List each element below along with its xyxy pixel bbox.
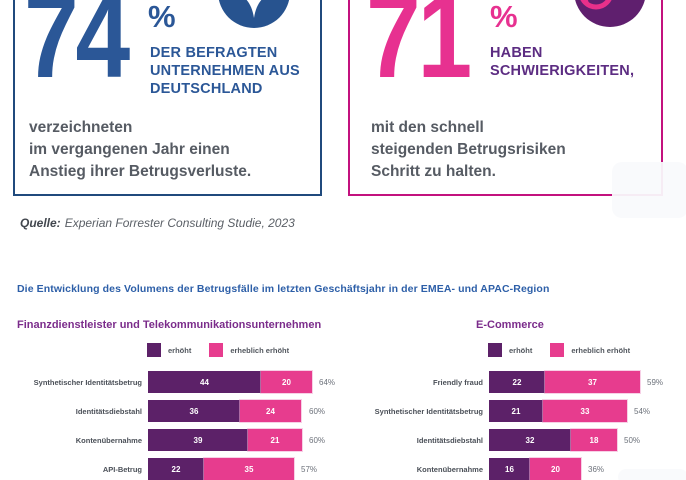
stat-body-difficulties: mit den schnell steigenden Betrugsrisike… [371, 119, 566, 180]
bar-total-label: 54% [634, 406, 651, 416]
bar-row: Identitätsdiebstahl 32 18 50% [345, 428, 686, 452]
stat-unit-difficulties: % [490, 0, 518, 34]
bar-total-label: 60% [309, 406, 326, 416]
bar-segment-erhoeht: 16 [489, 458, 530, 480]
bar-segment-erheblich-erhoeht: 21 [247, 428, 303, 452]
bar-segment-erhoeht: 44 [148, 371, 261, 393]
legend-item: erheblich erhöht [550, 343, 630, 357]
bar-total-label: 59% [647, 377, 664, 387]
bar-row: Synthetischer Identitätsbetrug 21 33 54% [345, 399, 686, 423]
stat-value-germany: 74 [24, 0, 130, 103]
legend-label: erheblich erhöht [571, 345, 631, 355]
floating-widget-ghost[interactable] [618, 469, 686, 480]
bar-track: 32 18 [489, 428, 618, 452]
bar-segment-erhoeht: 32 [489, 429, 571, 451]
legend-swatch-icon [147, 343, 161, 357]
bar-segment-erheblich-erhoeht: 37 [544, 370, 641, 394]
bar-category-label: Kontenübernahme [416, 464, 483, 474]
bar-row: API-Betrug 22 35 57% [0, 457, 345, 480]
bar-category-label: Identitätsdiebstahl [416, 435, 483, 445]
bar-track: 22 37 [489, 370, 641, 394]
legend-swatch-icon [550, 343, 565, 357]
stat-unit-germany: % [148, 0, 176, 34]
bar-segment-erheblich-erhoeht: 20 [260, 370, 313, 394]
stat-card-germany [13, 0, 322, 196]
bar-track: 44 20 [148, 370, 313, 394]
bar-track: 39 21 [148, 428, 303, 452]
source-line: Quelle: Experian Forrester Consulting Stu… [20, 216, 295, 230]
bar-row: Kontenübernahme 16 20 36% [345, 457, 686, 480]
bar-category-label: Kontenübernahme [75, 435, 142, 445]
bar-total-label: 36% [588, 464, 605, 474]
chart-finance-telecom: Finanzdienstleister und Telekommunikatio… [0, 315, 345, 480]
bar-total-label: 60% [309, 435, 326, 445]
bar-segment-erhoeht: 21 [489, 400, 543, 422]
legend-item: erheblich erhöht [209, 343, 289, 357]
chart-legend: erhöht erheblich erhöht [147, 343, 307, 357]
bar-row: Friendly fraud 22 37 59% [345, 370, 686, 394]
source-label: Quelle: [20, 216, 61, 230]
bar-segment-erhoeht: 36 [148, 400, 240, 422]
bar-segment-erhoeht: 22 [148, 458, 204, 480]
legend-label: erhöht [168, 345, 192, 355]
bar-row: Identitätsdiebstahl 36 24 60% [0, 399, 345, 423]
bar-segment-erheblich-erhoeht: 24 [239, 399, 302, 423]
chart-ecommerce: E-Commerce erhöht erheblich erhöht Friendl… [345, 315, 686, 480]
chart-title: Finanzdienstleister und Telekommunikatio… [17, 319, 322, 331]
source-text: Experian Forrester Consulting Studie, 20… [64, 216, 295, 230]
bar-segment-erheblich-erhoeht: 18 [570, 428, 618, 452]
bar-category-label: Synthetischer Identitätsbetrug [33, 377, 142, 387]
bar-segment-erheblich-erhoeht: 20 [529, 457, 582, 480]
legend-label: erhöht [509, 345, 533, 355]
legend-label: erheblich erhöht [230, 345, 290, 355]
chart-title: E-Commerce [476, 319, 544, 331]
legend-swatch-icon [209, 343, 224, 357]
bar-category-label: Identitätsdiebstahl [75, 406, 142, 416]
legend-item: erhöht [147, 343, 191, 357]
bar-category-label: Friendly fraud [432, 377, 483, 387]
bar-segment-erheblich-erhoeht: 33 [542, 399, 628, 423]
bar-track: 16 20 [489, 457, 582, 480]
bar-total-label: 57% [301, 464, 318, 474]
chart-legend: erhöht erheblich erhöht [488, 343, 648, 357]
bar-row: Kontenübernahme 39 21 60% [0, 428, 345, 452]
bar-track: 22 35 [148, 457, 295, 480]
bar-category-label: API-Betrug [102, 464, 142, 474]
floating-widget-ghost[interactable] [612, 162, 686, 218]
stat-value-difficulties: 71 [366, 0, 472, 103]
bar-row: Synthetischer Identitätsbetrug 44 20 64% [0, 370, 345, 394]
stat-headline-difficulties: HABEN SCHWIERIGKEITEN, [490, 45, 635, 79]
bar-segment-erhoeht: 22 [489, 371, 545, 393]
bar-segment-erheblich-erhoeht: 35 [203, 457, 295, 480]
bar-total-label: 64% [319, 377, 336, 387]
bar-category-label: Synthetischer Identitätsbetrug [374, 406, 483, 416]
stat-body-germany: verzeichneten im vergangenen Jahr einen … [29, 119, 252, 180]
bar-segment-erhoeht: 39 [148, 429, 248, 451]
section-heading: Die Entwicklung des Volumens der Betrugs… [17, 282, 550, 295]
stat-card-difficulties [348, 0, 663, 196]
legend-item: erhöht [488, 343, 532, 357]
stat-headline-germany: DER BEFRAGTEN UNTERNEHMEN AUS DEUTSCHLAN… [150, 45, 300, 97]
bar-track: 21 33 [489, 399, 628, 423]
bar-track: 36 24 [148, 399, 302, 423]
legend-swatch-icon [488, 343, 502, 357]
bar-total-label: 50% [624, 435, 641, 445]
